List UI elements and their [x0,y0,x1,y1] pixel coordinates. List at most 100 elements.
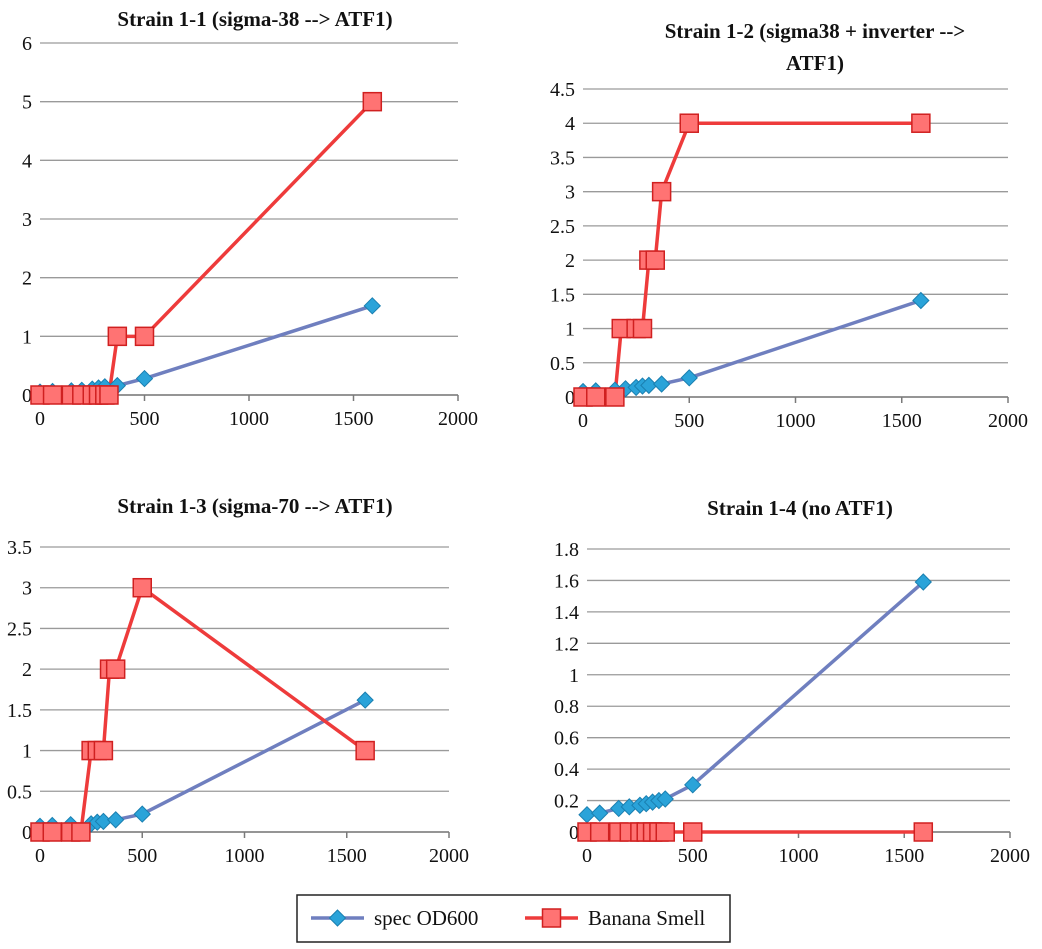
y-tick-label: 3.5 [550,147,575,169]
x-tick-label: 2000 [988,410,1028,432]
y-tick-label: 0 [565,387,575,409]
y-tick-label: 2.5 [7,618,32,640]
y-tick-label: 3 [565,182,575,204]
y-tick-label: 0.4 [554,759,579,781]
data-point-banana [93,740,114,761]
legend-label: Banana Smell [588,906,705,930]
x-tick-label: 1500 [882,410,922,432]
y-tick-label: 3 [22,578,32,600]
data-point-banana [632,318,653,339]
x-tick-label: 1500 [327,845,367,867]
chart-panel-4: Strain 1-4 (no ATF1) 0 0.2 0.4 0.6 0.8 1 1.2 1.4… [554,496,1030,867]
chart-title: Strain 1-2 (sigma38 + inverter --> [665,19,966,43]
x-tick-label: 2000 [429,845,469,867]
data-point-banana [42,385,63,405]
y-tick-label: 4.5 [550,79,575,101]
data-point-banana [132,577,152,598]
data-point-banana [683,822,703,842]
series-line-od600 [582,298,922,394]
chart-panel-1: Strain 1-1 (sigma-38 --> ATF1) 0 1 2 3 4 5 6 0 50… [22,7,478,430]
data-point-od600 [135,369,154,388]
data-point-banana [589,822,610,842]
data-point-od600 [656,790,674,808]
y-tick-label: 0.5 [550,353,575,375]
series-line-od600 [39,304,373,394]
x-tick-label: 500 [678,845,708,867]
y-tick-label: 2 [565,250,575,272]
data-point-banana [645,250,665,270]
y-tick-label: 0.2 [554,791,579,813]
y-tick-label: 3 [22,209,32,231]
data-point-banana [355,740,375,761]
y-tick-label: 0.6 [554,728,579,750]
data-point-od600 [680,369,698,387]
data-point-banana [679,113,699,133]
legend-box [296,894,731,943]
x-tick-label: 1500 [884,845,924,867]
y-tick-label: 1.6 [554,570,579,592]
chart-title: Strain 1-1 (sigma-38 --> ATF1) [117,7,392,31]
y-tick-label: 6 [22,33,32,55]
y-tick-label: 1 [22,326,32,348]
data-point-od600 [684,776,702,794]
x-tick-label: 2000 [438,408,478,430]
data-point-banana [99,385,119,405]
data-point-banana [71,822,91,842]
y-tick-label: 0 [569,822,579,844]
data-point-od600 [356,691,374,709]
legend-marker-od600 [328,909,347,927]
y-tick-label: 1.2 [554,633,579,655]
data-point-banana [913,822,934,842]
y-tick-label: 4 [565,113,575,135]
y-tick-label: 1.4 [554,602,579,624]
legend: spec OD600 Banana Smell [296,894,731,943]
y-tick-label: 2.5 [550,216,575,238]
y-tick-label: 1.5 [550,284,575,306]
x-tick-label: 0 [35,408,45,430]
chart-panel-3: Strain 1-3 (sigma-70 --> ATF1) 0 0.5 1 1.5 2 2… [7,494,469,867]
y-tick-label: 0.8 [554,696,579,718]
chart-title: ATF1) [786,51,844,75]
data-point-banana [586,387,606,407]
x-tick-label: 500 [127,845,157,867]
y-tick-label: 2 [22,659,32,681]
x-tick-label: 0 [578,410,588,432]
series-line-banana [40,100,374,397]
y-tick-label: 0.5 [7,781,32,803]
y-tick-label: 4 [22,150,32,172]
x-tick-label: 1000 [229,408,269,430]
x-tick-label: 1000 [225,845,265,867]
x-tick-label: 0 [35,845,45,867]
x-tick-label: 500 [674,410,704,432]
data-point-od600 [912,291,930,310]
data-point-banana [911,113,931,133]
y-tick-label: 1.5 [7,700,32,722]
data-point-banana [651,181,672,202]
y-tick-label: 2 [22,268,32,290]
x-tick-label: 2000 [990,845,1030,867]
data-point-banana [107,326,128,347]
y-tick-label: 5 [22,92,32,114]
data-point-od600 [914,573,932,591]
x-tick-label: 1500 [334,408,374,430]
x-tick-label: 1000 [779,845,819,867]
legend-marker-banana [541,908,562,928]
y-tick-label: 1.8 [554,539,579,561]
y-tick-label: 1 [22,741,32,763]
chart-panel-2: Strain 1-2 (sigma38 + inverter --> ATF1) 0… [550,19,1028,432]
y-tick-label: 0 [22,822,32,844]
data-point-banana [655,822,676,842]
chart-title: Strain 1-3 (sigma-70 --> ATF1) [117,494,392,518]
data-point-banana [105,659,126,679]
chart-title: Strain 1-4 (no ATF1) [707,496,893,520]
y-tick-label: 3.5 [7,537,32,559]
x-tick-label: 0 [582,845,592,867]
x-tick-label: 500 [130,408,160,430]
y-tick-label: 1 [569,665,579,687]
legend-label: spec OD600 [374,906,478,930]
data-point-banana [134,326,155,347]
data-point-banana [605,387,625,407]
data-point-banana [42,822,63,842]
y-tick-label: 0 [22,385,32,407]
